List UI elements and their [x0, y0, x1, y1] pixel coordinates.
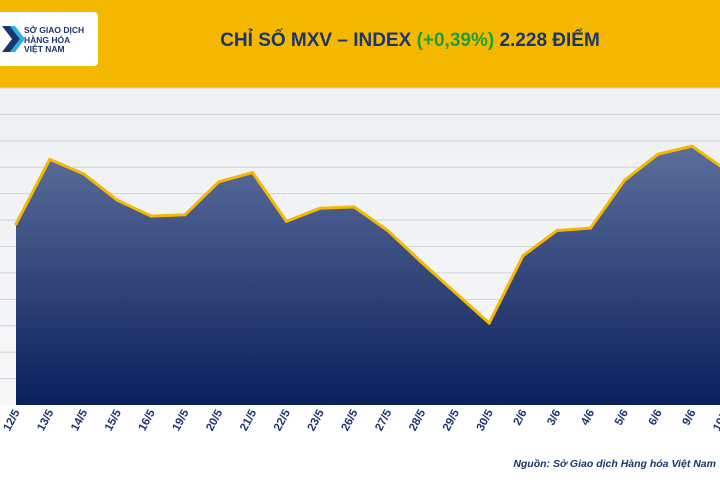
x-tick-label: 30/5 [475, 407, 496, 433]
title-value: 2.228 ĐIỂM [494, 30, 600, 51]
data-point-13-5 [48, 157, 52, 161]
x-tick-label: 21/5 [238, 407, 259, 433]
logo-text: SỞ GIAO DỊCH HÀNG HÓA VIỆT NAM [24, 25, 98, 55]
x-tick-label: 14/5 [69, 407, 90, 433]
x-tick-label: 13/5 [35, 407, 56, 433]
data-point-30-5 [487, 321, 491, 325]
index-area-fill [16, 146, 720, 405]
logo-chevron-icon [2, 26, 24, 52]
data-point-14-5 [82, 172, 86, 176]
x-tick-label: 3/6 [545, 408, 563, 428]
data-point-20-5 [217, 180, 221, 184]
data-point-15-5 [115, 198, 119, 202]
x-tick-label: 23/5 [306, 407, 327, 433]
logo-line-2: HÀNG HÓA [24, 34, 71, 45]
data-point-21-5 [251, 171, 255, 175]
x-tick-label: 9/6 [681, 408, 699, 428]
x-tick-label: 4/6 [579, 408, 597, 428]
data-point-19-5 [183, 213, 187, 217]
data-point-6-6 [656, 152, 660, 156]
data-point-22-5 [284, 219, 288, 223]
x-tick-label: 27/5 [373, 407, 394, 433]
x-tick-label: 6/6 [647, 408, 665, 428]
data-point-28-5 [420, 260, 424, 264]
data-point-27-5 [386, 229, 390, 233]
title-prefix: CHỈ SỐ MXV – INDEX [220, 30, 417, 51]
data-point-9-6 [690, 144, 694, 148]
chart-title: CHỈ SỐ MXV – INDEX (+0,39%) 2.228 ĐIỂM [100, 30, 720, 52]
x-tick-label: 19/5 [171, 407, 192, 433]
source-note: Nguồn: Sở Giao dịch Hàng hóa Việt Nam [513, 458, 716, 470]
x-tick-label: 16/5 [137, 407, 158, 433]
header-bar: SỞ GIAO DỊCH HÀNG HÓA VIỆT NAM CHỈ SỐ MX… [0, 0, 720, 88]
logo-line-3: VIỆT NAM [24, 44, 65, 54]
x-tick-label: 22/5 [272, 407, 293, 433]
data-point-26-5 [352, 205, 356, 209]
x-tick-label: 28/5 [407, 407, 428, 433]
data-point-16-5 [149, 214, 153, 218]
x-tick-label: 15/5 [103, 407, 124, 433]
data-point-12-5 [14, 222, 18, 226]
x-tick-label: 20/5 [204, 407, 225, 433]
data-point-4-6 [589, 226, 593, 230]
title-change: (+0,39%) [416, 30, 495, 51]
data-point-3-6 [555, 229, 559, 233]
data-point-5-6 [622, 178, 626, 182]
data-point-23-5 [318, 206, 322, 210]
x-tick-label: 2/6 [512, 408, 530, 428]
logo: SỞ GIAO DỊCH HÀNG HÓA VIỆT NAM [0, 12, 98, 66]
data-point-2-6 [521, 254, 525, 258]
x-tick-label: 10/6 [711, 408, 720, 433]
x-tick-label: 5/6 [613, 408, 631, 428]
x-tick-label: 26/5 [340, 407, 361, 433]
data-point-29-5 [453, 291, 457, 295]
logo-line-1: SỞ GIAO DỊCH [24, 25, 85, 35]
x-tick-label: 29/5 [441, 407, 462, 433]
x-tick-label: 12/5 [2, 407, 23, 433]
index-series-line [14, 144, 720, 325]
